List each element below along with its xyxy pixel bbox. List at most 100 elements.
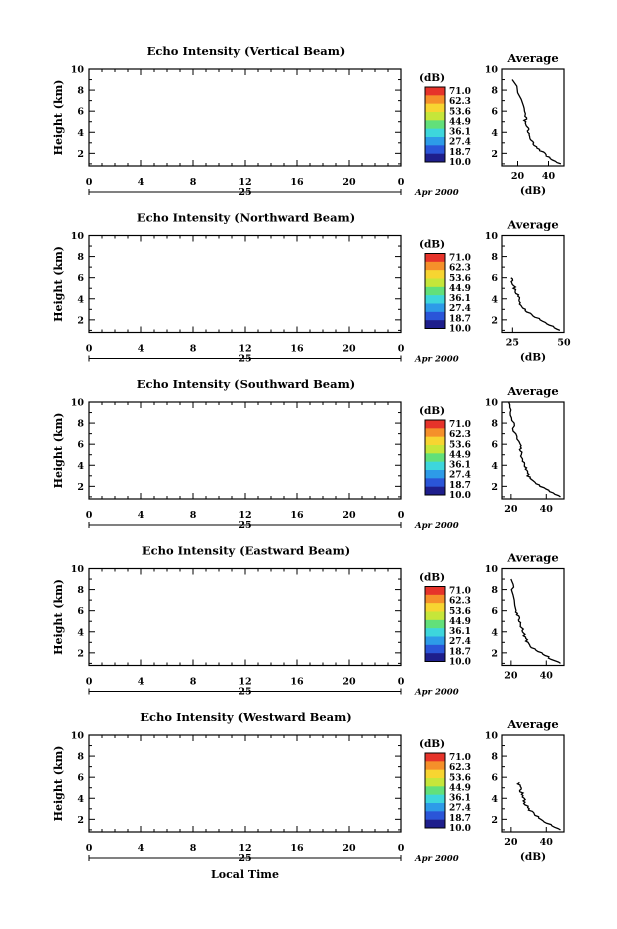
date-month-year: Apr 2000 bbox=[414, 355, 459, 365]
colorbar-label: 62.3 bbox=[449, 430, 471, 440]
avg-x-label: (dB) bbox=[520, 352, 546, 364]
avg-y-tick-label: 10 bbox=[485, 231, 499, 242]
x-tick-label: 16 bbox=[290, 510, 304, 521]
avg-y-tick-label: 8 bbox=[491, 86, 498, 97]
average-title: Average bbox=[506, 384, 558, 398]
average-frame bbox=[501, 401, 565, 500]
colorbar-segment bbox=[425, 261, 445, 271]
avg-x-tick-label: 50 bbox=[557, 338, 571, 349]
y-tick-label: 4 bbox=[77, 128, 84, 139]
colorbar-unit: (dB) bbox=[419, 405, 445, 417]
y-tick-label: 8 bbox=[77, 252, 84, 263]
colorbar-label: 44.9 bbox=[449, 284, 471, 294]
colorbar-label: 71.0 bbox=[449, 87, 471, 97]
y-tick-label: 2 bbox=[77, 482, 84, 493]
colorbar-segment bbox=[425, 311, 445, 321]
average-frame bbox=[501, 68, 565, 167]
x-tick-label: 8 bbox=[190, 177, 197, 188]
x-tick-label: 20 bbox=[342, 177, 356, 188]
avg-y-tick-label: 2 bbox=[491, 482, 498, 493]
date-day: 25 bbox=[238, 187, 251, 198]
plot-frame bbox=[88, 68, 402, 167]
date-month-year: Apr 2000 bbox=[414, 521, 459, 531]
colorbar-segment bbox=[425, 112, 445, 121]
avg-y-tick-label: 4 bbox=[491, 128, 498, 139]
colorbar-label: 18.7 bbox=[449, 148, 471, 158]
panel-1: Echo Intensity (Vertical Beam) 2 4 6 8 10 Heig… bbox=[52, 44, 565, 198]
avg-y-tick-label: 6 bbox=[491, 107, 498, 118]
x-tick-label: 16 bbox=[290, 344, 304, 355]
avg-x-tick-label: 40 bbox=[542, 171, 556, 182]
colorbar-segment bbox=[425, 278, 445, 288]
colorbar-segment bbox=[425, 153, 445, 163]
y-tick-label: 8 bbox=[77, 419, 84, 430]
average-title: Average bbox=[506, 51, 558, 65]
average-profile-line bbox=[511, 79, 562, 165]
avg-y-tick-label: 10 bbox=[485, 65, 499, 76]
avg-y-tick-label: 6 bbox=[491, 273, 498, 284]
colorbar-label: 53.6 bbox=[449, 440, 471, 450]
colorbar-segment bbox=[425, 95, 445, 104]
average-profile-line bbox=[510, 277, 561, 331]
colorbar-segment bbox=[425, 295, 445, 304]
colorbar-segment bbox=[425, 420, 445, 429]
y-tick-label: 8 bbox=[77, 86, 84, 97]
panel-2: Echo Intensity (Northward Beam) 2 4 6 8 10 Hei… bbox=[52, 211, 571, 365]
panel-title: Echo Intensity (Southward Beam) bbox=[137, 377, 355, 391]
colorbar-label: 62.3 bbox=[449, 264, 471, 274]
avg-y-tick-label: 8 bbox=[491, 252, 498, 263]
colorbar-segment bbox=[425, 303, 445, 313]
colorbar-unit: (dB) bbox=[419, 72, 445, 84]
x-tick-label: 0 bbox=[86, 177, 93, 188]
avg-y-tick-label: 4 bbox=[491, 461, 498, 472]
colorbar-label: 10.0 bbox=[449, 491, 471, 501]
colorbar-frame bbox=[424, 419, 446, 496]
x-tick-label: 0 bbox=[86, 344, 93, 355]
y-tick-label: 6 bbox=[77, 440, 84, 451]
x-tick-label: 4 bbox=[138, 344, 145, 355]
x-tick-label: 0 bbox=[398, 344, 405, 355]
average-title: Average bbox=[506, 218, 558, 232]
colorbar-segment bbox=[425, 286, 445, 296]
colorbar-unit: (dB) bbox=[419, 239, 445, 251]
colorbar-segment bbox=[425, 486, 445, 496]
colorbar-frame bbox=[424, 86, 446, 163]
colorbar-segment bbox=[425, 428, 445, 437]
y-axis-label: Height (km) bbox=[52, 80, 65, 156]
colorbar-segment bbox=[425, 461, 445, 471]
colorbar-label: 18.7 bbox=[449, 481, 471, 491]
colorbar-segment bbox=[425, 436, 445, 446]
avg-x-tick-label: 20 bbox=[504, 504, 518, 515]
y-tick-label: 10 bbox=[71, 231, 85, 242]
y-axis-label: Height (km) bbox=[52, 413, 65, 489]
avg-y-tick-label: 6 bbox=[491, 440, 498, 451]
panel-title: Echo Intensity (Eastward Beam) bbox=[142, 544, 350, 558]
colorbar-label: 36.1 bbox=[449, 294, 471, 304]
avg-y-tick-label: 10 bbox=[485, 398, 499, 409]
x-tick-label: 12 bbox=[238, 344, 251, 355]
avg-y-tick-label: 8 bbox=[491, 419, 498, 430]
avg-x-tick-label: 25 bbox=[506, 338, 519, 349]
colorbar-segment bbox=[425, 445, 445, 454]
y-tick-label: 10 bbox=[71, 398, 85, 409]
date-day: 25 bbox=[238, 354, 251, 365]
colorbar-segment bbox=[425, 120, 445, 129]
y-tick-label: 2 bbox=[77, 315, 84, 326]
colorbar-segment bbox=[425, 103, 445, 113]
colorbar-label: 10.0 bbox=[449, 158, 471, 168]
panel-3: Echo Intensity (Southward Beam) 2 4 6 8 10 Hei… bbox=[52, 377, 565, 531]
colorbar-label: 71.0 bbox=[449, 254, 471, 264]
x-tick-label: 0 bbox=[86, 510, 93, 521]
avg-y-tick-label: 2 bbox=[491, 149, 498, 160]
colorbar-label: 62.3 bbox=[449, 97, 471, 107]
colorbar-segment bbox=[425, 145, 445, 154]
x-tick-label: 20 bbox=[342, 510, 356, 521]
x-tick-label: 4 bbox=[138, 510, 145, 521]
colorbar-segment bbox=[425, 137, 445, 146]
avg-y-tick-label: 2 bbox=[491, 315, 498, 326]
colorbar-label: 36.1 bbox=[449, 128, 471, 138]
colorbar-segment bbox=[425, 128, 445, 138]
colorbar-segment bbox=[425, 270, 445, 279]
x-tick-label: 16 bbox=[290, 177, 304, 188]
